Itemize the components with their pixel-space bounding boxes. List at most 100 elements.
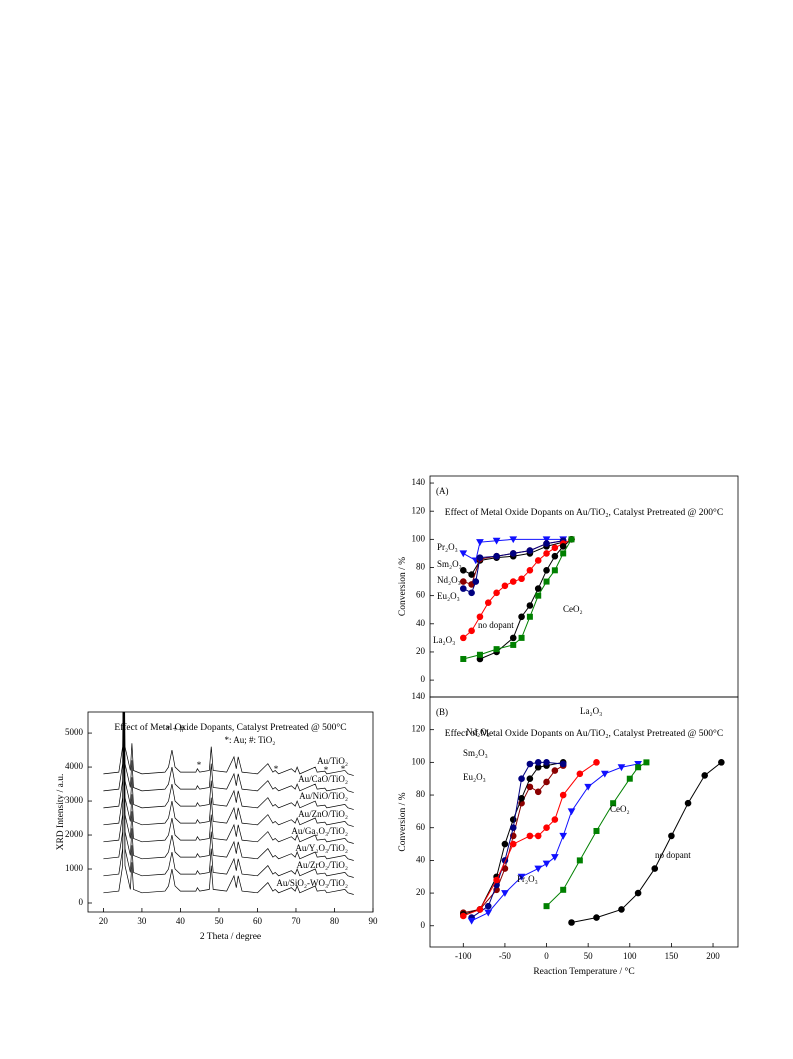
series-label: Nd₂O₃ xyxy=(437,575,461,585)
marker xyxy=(593,759,600,766)
series-label: Au/Ga₂O₃/TiO₂ xyxy=(291,826,348,836)
marker xyxy=(476,651,483,658)
marker xyxy=(568,536,575,543)
series-line xyxy=(103,712,354,844)
marker xyxy=(501,582,509,590)
marker xyxy=(510,641,517,648)
marker xyxy=(618,906,625,913)
series-group xyxy=(103,712,354,895)
x-tick-label: 200 xyxy=(706,951,720,961)
marker xyxy=(493,646,500,653)
y-tick-label: 120 xyxy=(412,505,426,515)
marker xyxy=(560,886,567,893)
marker xyxy=(543,540,550,547)
y-axis-label: Conversion / % xyxy=(398,792,408,851)
y-tick-label: 80 xyxy=(416,789,426,799)
y-tick-label: 20 xyxy=(416,646,426,656)
marker xyxy=(593,914,600,921)
series-label: CeO₂ xyxy=(563,604,583,614)
marker xyxy=(459,585,467,592)
marker xyxy=(543,824,550,832)
y-tick-label: 40 xyxy=(416,854,426,864)
marker xyxy=(526,602,534,609)
marker xyxy=(518,575,525,583)
marker xyxy=(467,917,476,925)
marker xyxy=(551,816,559,823)
series-line xyxy=(463,761,564,915)
marker xyxy=(551,544,559,552)
marker xyxy=(551,854,559,861)
series-label: Eu₂O₃ xyxy=(437,591,460,601)
annotation: * xyxy=(197,760,202,770)
marker xyxy=(551,552,559,560)
series-label: CeO₂ xyxy=(610,804,630,814)
y-tick-label: 140 xyxy=(412,691,426,701)
plot-frame xyxy=(429,696,739,948)
marker xyxy=(459,550,468,558)
marker xyxy=(718,759,725,766)
marker xyxy=(543,578,550,585)
y-tick-label: 60 xyxy=(416,822,426,832)
x-tick-label: 100 xyxy=(623,951,637,961)
marker xyxy=(509,578,517,585)
x-tick-label: 50 xyxy=(214,916,224,926)
series-line xyxy=(103,712,354,861)
marker xyxy=(509,840,517,848)
marker xyxy=(534,557,542,564)
marker xyxy=(534,865,543,873)
marker xyxy=(526,760,534,768)
annotation: * xyxy=(324,765,329,775)
y-tick-label: 140 xyxy=(412,477,426,487)
x-tick-label: 30 xyxy=(137,916,147,926)
marker xyxy=(509,824,517,832)
series-label: Au/ZrO₂/TiO₂ xyxy=(297,860,348,870)
marker xyxy=(517,873,526,881)
marker xyxy=(459,634,467,642)
x-axis-label: 2 Theta / degree xyxy=(200,932,261,942)
y-tick-label: 2000 xyxy=(65,829,84,839)
x-tick-label: 40 xyxy=(176,916,186,926)
marker xyxy=(534,759,542,766)
marker xyxy=(468,589,475,597)
marker xyxy=(526,567,534,574)
annotation: * xyxy=(341,764,346,774)
series-label: Au/CaO/TiO₂ xyxy=(298,774,348,784)
marker xyxy=(543,567,550,574)
marker xyxy=(576,770,584,778)
marker xyxy=(560,550,567,557)
series-label: Sm₂O₃ xyxy=(437,559,462,569)
series-label: Au/NiO/TiO₂ xyxy=(299,791,348,801)
marker xyxy=(492,537,501,545)
x-tick-label: 150 xyxy=(665,951,679,961)
marker xyxy=(476,554,484,561)
marker xyxy=(476,613,484,621)
marker xyxy=(468,571,475,578)
marker xyxy=(468,627,475,635)
chart-title: Effect of Metal Oxide Dopants, Catalyst … xyxy=(114,722,346,733)
series-line xyxy=(103,712,354,776)
y-tick-label: 1000 xyxy=(65,863,84,873)
marker xyxy=(472,578,480,585)
marker xyxy=(634,889,642,897)
marker xyxy=(476,906,484,913)
series-label: Eu₂O₃ xyxy=(463,772,486,782)
x-tick-label: 70 xyxy=(291,916,301,926)
marker xyxy=(526,613,533,620)
marker xyxy=(493,876,500,884)
series-group xyxy=(459,536,575,663)
marker xyxy=(651,865,659,872)
y-tick-label: 20 xyxy=(416,887,426,897)
marker xyxy=(534,585,542,592)
panel-label: (B) xyxy=(436,707,448,717)
marker xyxy=(518,613,525,621)
x-tick-label: 50 xyxy=(584,951,594,961)
series-label: Sm₂O₃ xyxy=(463,748,488,758)
series-label: no dopant xyxy=(655,850,691,860)
y-tick-label: 40 xyxy=(416,618,426,628)
marker xyxy=(543,903,550,910)
marker xyxy=(559,791,567,799)
series-line xyxy=(471,761,564,919)
series-line xyxy=(479,538,572,660)
y-tick-label: 100 xyxy=(412,756,426,766)
marker xyxy=(610,800,617,807)
